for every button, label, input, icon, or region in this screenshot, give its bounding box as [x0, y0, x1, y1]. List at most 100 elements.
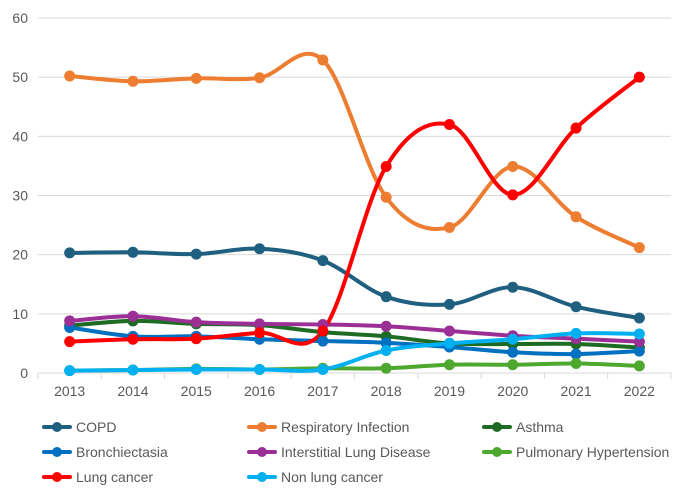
legend-label: COPD: [76, 419, 117, 435]
legend-label: Asthma: [516, 419, 564, 435]
data-point-respiratory-infection-2013: [64, 70, 76, 82]
gridlines: [38, 17, 671, 315]
data-point-lung-cancer-2019: [443, 119, 455, 130]
data-point-respiratory-infection-2019: [443, 221, 455, 233]
data-point-copd-2020: [507, 281, 519, 293]
legend-marker-icon: [247, 417, 277, 437]
legend-label: Pulmonary Hypertension: [516, 444, 670, 460]
data-point-pulmonary-hypertension-2022: [633, 360, 645, 372]
data-point-non-lung-cancer-2022: [633, 328, 645, 340]
data-point-copd-2021: [570, 301, 582, 313]
legend-item-lung-cancer: Lung cancer: [42, 467, 153, 487]
x-tick-label: 2022: [624, 383, 655, 399]
data-point-lung-cancer-2017: [317, 325, 329, 337]
data-point-bronchiectasia-2020: [507, 346, 519, 358]
x-tick-label: 2015: [181, 383, 212, 399]
x-axis: [37, 372, 672, 379]
data-point-interstitial-lung-disease-2015: [190, 316, 202, 328]
data-point-non-lung-cancer-2016: [254, 363, 266, 375]
series-line-respiratory-infection: [67, 51, 642, 250]
data-point-interstitial-lung-disease-2013: [64, 315, 76, 327]
data-point-respiratory-infection-2022: [633, 242, 645, 254]
data-point-non-lung-cancer-2018: [380, 345, 392, 357]
series-line-copd: [67, 246, 642, 320]
legend-marker-icon: [42, 467, 72, 487]
x-tick-label: 2020: [497, 383, 528, 399]
data-point-pulmonary-hypertension-2019: [443, 359, 455, 371]
legend-marker-icon: [42, 417, 72, 437]
data-point-copd-2022: [633, 312, 645, 324]
legend-item-non-lung-cancer: Non lung cancer: [247, 467, 383, 487]
data-point-pulmonary-hypertension-2020: [507, 359, 519, 371]
series-line-bronchiectasia: [67, 325, 642, 357]
series-line-lung-cancer: [67, 75, 642, 346]
legend-marker-icon: [42, 442, 72, 462]
data-point-non-lung-cancer-2015: [190, 363, 202, 375]
x-tick-label: 2018: [371, 383, 402, 399]
data-point-respiratory-infection-2020: [507, 161, 519, 173]
series-markers-copd: [64, 243, 645, 324]
data-point-respiratory-infection-2016: [254, 72, 266, 84]
legend-item-interstitial-lung-disease: Interstitial Lung Disease: [247, 442, 430, 462]
data-point-lung-cancer-2022: [633, 71, 645, 83]
data-point-copd-2016: [254, 243, 266, 255]
data-point-copd-2018: [380, 291, 392, 303]
data-point-pulmonary-hypertension-2018: [380, 362, 392, 374]
legend-label: Non lung cancer: [281, 469, 383, 485]
legend-item-copd: COPD: [42, 417, 116, 437]
data-point-lung-cancer-2021: [570, 122, 582, 134]
legend-marker-icon: [247, 467, 277, 487]
data-point-non-lung-cancer-2021: [570, 327, 582, 339]
data-point-copd-2013: [64, 247, 76, 259]
data-point-bronchiectasia-2018: [380, 337, 392, 349]
y-tick-label: 20: [12, 247, 28, 263]
series-markers-non-lung-cancer: [64, 327, 645, 377]
legend-marker-icon: [482, 417, 512, 437]
y-tick-label: 10: [12, 306, 28, 322]
x-tick-label: 2014: [117, 383, 148, 399]
data-point-lung-cancer-2014: [127, 333, 139, 345]
data-point-lung-cancer-2016: [254, 327, 266, 339]
legend-label: Lung cancer: [76, 469, 154, 485]
legend-label: Respiratory Infection: [281, 419, 410, 435]
data-point-copd-2015: [190, 248, 202, 260]
y-tick-label: 0: [20, 365, 28, 381]
data-point-non-lung-cancer-2019: [443, 337, 455, 349]
series-markers-respiratory-infection: [64, 54, 645, 254]
data-point-non-lung-cancer-2013: [64, 365, 76, 377]
data-point-respiratory-infection-2018: [380, 191, 392, 203]
legend-item-asthma: Asthma: [482, 417, 563, 437]
x-tick-label: 2017: [307, 383, 338, 399]
data-point-respiratory-infection-2014: [127, 75, 139, 87]
data-point-respiratory-infection-2015: [190, 72, 202, 84]
data-point-copd-2017: [317, 255, 329, 267]
legend-item-bronchiectasia: Bronchiectasia: [42, 442, 168, 462]
data-point-lung-cancer-2020: [507, 189, 519, 201]
series-line-asthma: [67, 318, 642, 350]
data-point-non-lung-cancer-2020: [507, 333, 519, 345]
data-point-copd-2019: [443, 298, 455, 310]
data-point-non-lung-cancer-2014: [127, 364, 139, 376]
data-point-lung-cancer-2013: [64, 336, 76, 348]
legend-label: Interstitial Lung Disease: [281, 444, 431, 460]
data-point-bronchiectasia-2021: [570, 348, 582, 360]
y-tick-label: 30: [12, 188, 28, 204]
x-axis-tick-labels: 2013 2014 2015 2016 2017 2018 2019 2020 2021 2022: [54, 383, 655, 399]
data-point-interstitial-lung-disease-2018: [380, 320, 392, 332]
data-point-interstitial-lung-disease-2016: [254, 318, 266, 330]
data-point-respiratory-infection-2021: [570, 211, 582, 223]
y-tick-label: 60: [12, 10, 28, 26]
y-axis-tick-labels: 0 10 20 30 40 50 60: [12, 10, 28, 381]
data-point-lung-cancer-2015: [190, 333, 202, 345]
data-point-lung-cancer-2018: [380, 161, 392, 173]
x-tick-label: 2019: [434, 383, 465, 399]
legend-marker-icon: [247, 442, 277, 462]
series-markers-lung-cancer: [64, 71, 645, 348]
data-point-interstitial-lung-disease-2014: [127, 310, 139, 322]
x-tick-label: 2021: [560, 383, 591, 399]
legend-item-respiratory-infection: Respiratory Infection: [247, 417, 409, 437]
data-point-bronchiectasia-2017: [317, 335, 329, 347]
data-point-copd-2014: [127, 246, 139, 258]
x-tick-label: 2016: [244, 383, 275, 399]
